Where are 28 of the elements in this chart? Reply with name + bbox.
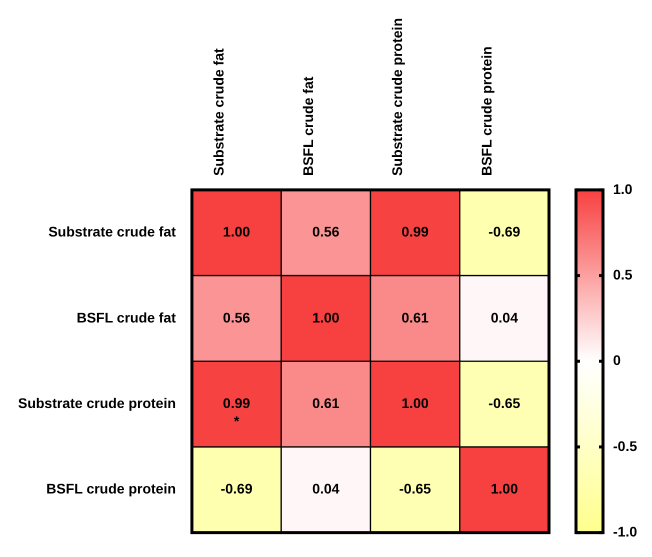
data-label: 0.04 — [312, 480, 340, 497]
data-label: -0.65 — [488, 394, 521, 411]
data-label: 0.61 — [401, 309, 429, 326]
data-label: -0.69 — [220, 480, 253, 497]
data-label: 0.04 — [490, 309, 518, 326]
color-bar-label: 0 — [613, 352, 621, 368]
data-label: -0.69 — [488, 224, 521, 240]
data-label: 1.00 — [401, 394, 429, 411]
data-label: 1.00 — [490, 480, 518, 497]
y-tick-label: Substrate crude protein — [18, 394, 176, 411]
color-bar-label: 0.5 — [613, 266, 633, 282]
x-tick-label: Substrate crude protein — [389, 18, 406, 176]
data-label: -0.65 — [399, 480, 432, 497]
data-label: 1.00 — [312, 309, 340, 326]
data-label: 0.99 — [401, 224, 429, 240]
x-tick-label: BSFL crude protein — [478, 46, 494, 176]
data-label: 0.56 — [312, 224, 340, 240]
y-tick-label: BSFL crude protein — [46, 480, 176, 497]
color-bar-label: -1.0 — [613, 523, 638, 540]
data-label: 1.00 — [222, 224, 250, 240]
x-tick-label: BSFL crude fat — [300, 76, 316, 176]
y-tick-label: BSFL crude fat — [76, 309, 176, 326]
color-bar-label: 1.0 — [613, 180, 633, 197]
data-label: 0.99 * — [222, 394, 250, 429]
data-label: 0.56 — [222, 309, 250, 326]
y-tick-label: Substrate crude fat — [48, 224, 176, 240]
data-label: 0.61 — [312, 394, 340, 411]
color-bar-label: -0.5 — [613, 438, 638, 454]
